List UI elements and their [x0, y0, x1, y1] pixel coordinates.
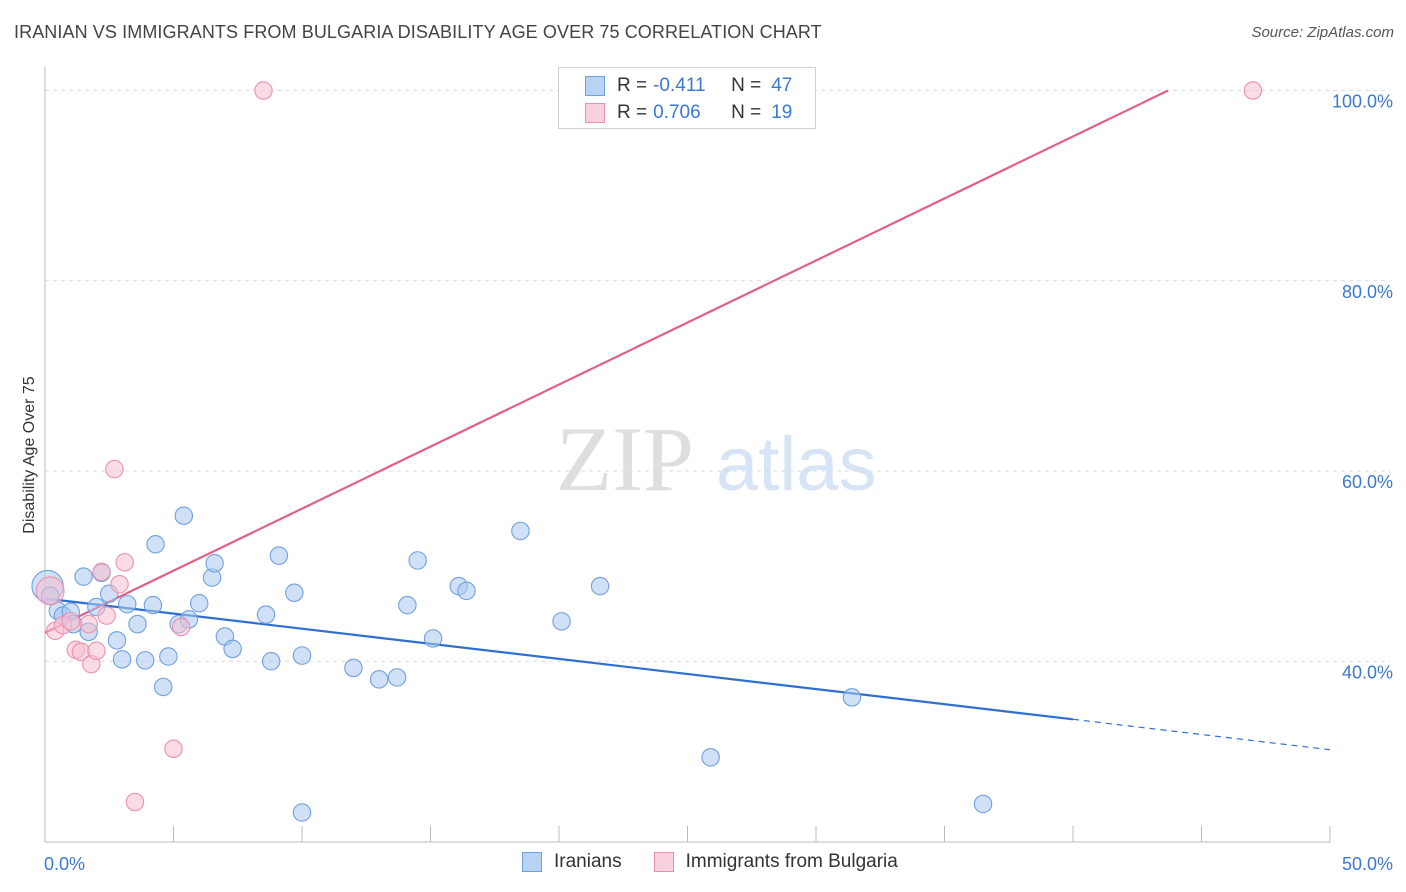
- y-tick-label: 80.0%: [1342, 282, 1393, 302]
- data-point-blue: [285, 583, 304, 603]
- data-point-blue: [457, 581, 476, 601]
- stats-legend-row-iranians: R = -0.411 N = 47: [585, 73, 792, 99]
- stats-legend-row-bulgaria: R = 0.706 N = 19: [585, 100, 792, 126]
- data-point-pink: [254, 81, 273, 100]
- source-label: Source: ZipAtlas.com: [1251, 24, 1394, 41]
- trend-line-pink: [44, 89, 1169, 634]
- data-point-blue: [117, 594, 137, 614]
- data-point-pink: [87, 641, 106, 661]
- y-tick-label: 100.0%: [1332, 92, 1393, 112]
- data-point-blue: [590, 576, 610, 596]
- data-point-blue: [153, 677, 173, 697]
- chart-title: IRANIAN VS IMMIGRANTS FROM BULGARIA DISA…: [14, 22, 822, 42]
- data-point-blue: [387, 668, 407, 687]
- data-point-pink: [61, 612, 80, 631]
- data-point-blue: [511, 521, 530, 541]
- data-point-blue: [423, 629, 443, 648]
- watermark: ZIP atlas: [556, 408, 877, 510]
- data-point-blue: [107, 631, 127, 650]
- legend-label-bulgaria: Immigrants from Bulgaria: [685, 851, 898, 872]
- legend-label-iranians: Iranians: [554, 851, 622, 872]
- data-point-pink: [125, 792, 145, 812]
- data-point-blue: [408, 551, 427, 570]
- data-point-pink: [35, 576, 65, 606]
- legend-swatch-blue: [585, 76, 605, 96]
- data-point-pink: [164, 739, 183, 759]
- data-point-blue: [74, 567, 93, 586]
- data-point-blue: [701, 748, 720, 767]
- data-point-pink: [105, 459, 124, 479]
- legend-item-iranians[interactable]: Iranians: [522, 851, 622, 873]
- data-point-blue: [112, 650, 132, 669]
- x-tick-label: 0.0%: [44, 854, 85, 874]
- gridlines: [45, 90, 1390, 662]
- data-point-blue: [973, 794, 993, 814]
- data-point-blue: [135, 651, 155, 670]
- y-tick-label: 60.0%: [1342, 472, 1393, 492]
- data-point-blue: [128, 614, 147, 634]
- legend-swatch-pink: [585, 103, 605, 123]
- data-point-pink: [97, 606, 116, 625]
- data-point-blue: [292, 803, 312, 822]
- data-point-blue: [223, 639, 242, 659]
- r-value: -0.411: [653, 75, 706, 96]
- r-label: R =: [617, 75, 648, 96]
- data-point-blue: [842, 688, 862, 707]
- data-point-pink: [92, 562, 111, 582]
- data-point-blue: [552, 612, 571, 631]
- data-point-blue: [292, 646, 312, 665]
- data-point-pink: [115, 553, 134, 572]
- axes: [44, 67, 1331, 843]
- r-value: 0.706: [653, 102, 701, 123]
- data-point-blue: [146, 535, 165, 554]
- data-points: [31, 81, 1263, 822]
- y-tick-label: 40.0%: [1342, 662, 1393, 682]
- watermark-atlas: atlas: [716, 422, 877, 507]
- n-value: 19: [771, 102, 793, 123]
- data-point-blue: [205, 554, 224, 573]
- data-point-pink: [110, 574, 129, 594]
- data-point-blue: [269, 546, 289, 565]
- data-point-pink: [1243, 81, 1263, 100]
- data-point-blue: [369, 670, 389, 689]
- legend-swatch-pink: [653, 852, 674, 872]
- data-point-pink: [171, 617, 191, 637]
- n-label: N =: [731, 75, 762, 96]
- data-point-blue: [143, 595, 163, 615]
- watermark-zip: ZIP: [556, 408, 694, 510]
- trend-line-blue: [44, 597, 1074, 721]
- trend-lines: [44, 89, 1331, 751]
- data-point-blue: [398, 595, 417, 615]
- trend-extension-blue: [1072, 718, 1331, 751]
- r-label: R =: [617, 102, 648, 123]
- n-value: 47: [771, 75, 793, 96]
- data-point-pink: [79, 614, 98, 634]
- data-point-blue: [256, 605, 276, 624]
- stats-legend: R = -0.411 N = 47 R = 0.706 N = 19: [558, 67, 816, 129]
- series-legend: Iranians Immigrants from Bulgaria: [522, 851, 930, 873]
- x-tick-label: 50.0%: [1342, 854, 1393, 874]
- data-point-blue: [189, 593, 209, 613]
- data-point-blue: [174, 506, 194, 525]
- legend-swatch-blue: [522, 852, 542, 872]
- data-point-blue: [261, 652, 281, 671]
- n-label: N =: [731, 102, 762, 123]
- data-point-blue: [159, 647, 178, 666]
- legend-item-bulgaria[interactable]: Immigrants from Bulgaria: [653, 851, 898, 873]
- tick-labels: 40.0% 60.0% 80.0% 100.0% 0.0% 50.0%: [44, 92, 1393, 874]
- data-point-blue: [344, 658, 363, 678]
